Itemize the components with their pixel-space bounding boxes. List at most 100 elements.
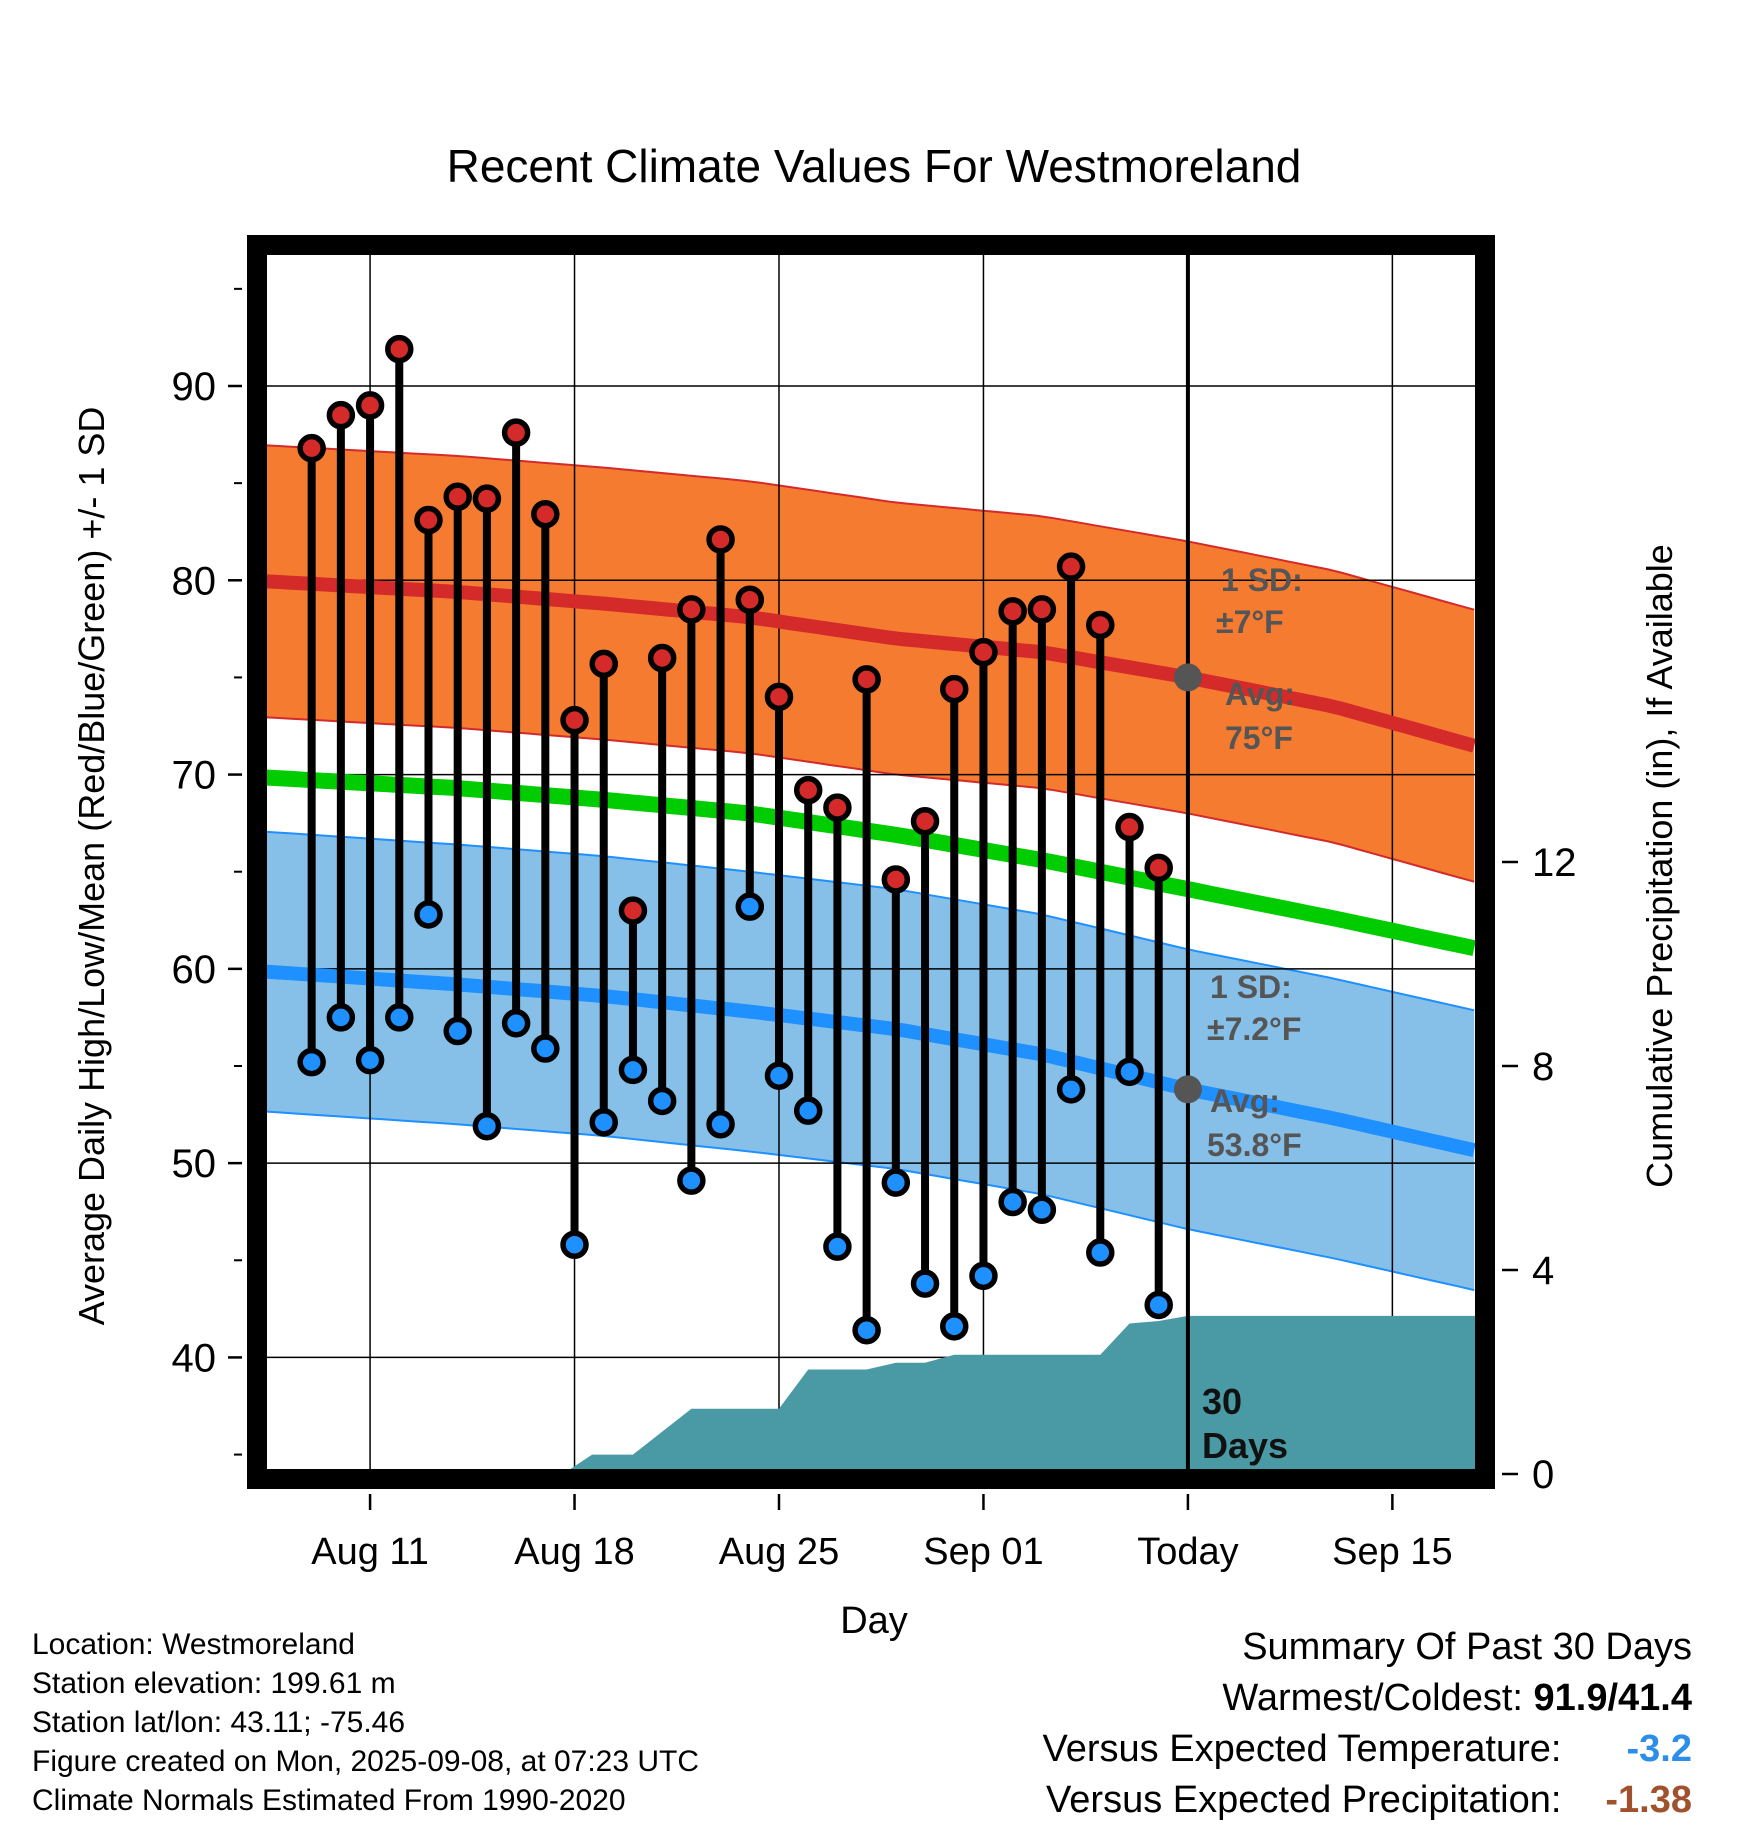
- chart-title: Recent Climate Values For Westmoreland: [447, 140, 1302, 192]
- normals-text: Climate Normals Estimated From 1990-2020: [32, 1784, 626, 1817]
- daily-high-point: [443, 482, 472, 511]
- daily-high-point: [326, 400, 356, 430]
- daily-high-point: [706, 525, 735, 554]
- daily-low-point: [414, 900, 443, 929]
- daily-low-point: [472, 1111, 502, 1141]
- high-band-upper-edge: [261, 444, 1475, 611]
- low-sd-label-line1: 1 SD:: [1210, 969, 1292, 1005]
- daily-low-point: [677, 1166, 706, 1195]
- daily-high-point: [881, 865, 911, 894]
- daily-low-point: [647, 1086, 677, 1116]
- daily-low-point: [852, 1315, 881, 1345]
- daily-low-point: [764, 1061, 794, 1090]
- x-tick-label: Aug 25: [719, 1531, 839, 1573]
- y-right-tick-label: 12: [1532, 841, 1577, 885]
- daily-high-point: [589, 649, 618, 679]
- summary-temp: Versus Expected Temperature: -3.2: [1043, 1724, 1692, 1775]
- temp-label: Versus Expected Temperature:: [1042, 1728, 1562, 1770]
- y-right-tick-label: 8: [1532, 1045, 1554, 1089]
- daily-high-point: [501, 418, 531, 447]
- daily-low-point: [501, 1009, 531, 1038]
- high-sd-label-line1: 1 SD:: [1221, 562, 1303, 598]
- daily-low-point: [881, 1168, 911, 1197]
- low-avg-label-line2: 53.8°F: [1207, 1127, 1302, 1163]
- normal-high-line: [261, 574, 1477, 753]
- daily-high-point: [1144, 853, 1173, 883]
- daily-high-point: [735, 585, 765, 614]
- daily-low-point: [823, 1232, 852, 1261]
- y-axis-label: Average Daily High/Low/Mean (Red/Blue/Gr…: [71, 407, 112, 1326]
- daily-high-point: [764, 682, 794, 712]
- daily-high-point: [1086, 610, 1115, 640]
- daily-low-point: [939, 1312, 969, 1341]
- daily-high-point: [618, 896, 648, 925]
- daily-high-point: [355, 391, 385, 420]
- daily-low-point: [793, 1096, 823, 1125]
- precip-label: Versus Expected Precipitation:: [1046, 1779, 1562, 1821]
- daily-high-point: [647, 643, 677, 673]
- daily-low-point: [531, 1034, 560, 1063]
- daily-high-point: [414, 505, 443, 535]
- daily-high-point: [1027, 595, 1057, 624]
- y-tick-label: 50: [172, 1142, 217, 1186]
- daily-low-point: [706, 1110, 735, 1139]
- y-tick-label: 90: [172, 365, 217, 409]
- daily-low-point: [326, 1003, 356, 1032]
- y-right-tick-label: 4: [1532, 1249, 1554, 1293]
- plot-frame: [247, 235, 1495, 1489]
- x-tick-label: Today: [1137, 1531, 1238, 1573]
- station-info: Location: Westmoreland Station elevation…: [32, 1625, 699, 1820]
- daily-low-point: [998, 1187, 1027, 1217]
- high-sd-label-line2: ±7°F: [1216, 604, 1284, 640]
- daily-high-point: [385, 334, 414, 364]
- y-axis-label-right: Cumulative Precipitation (in), If Availa…: [1639, 544, 1680, 1188]
- daily-low-point: [297, 1047, 326, 1077]
- x-tick-label: Sep 01: [923, 1531, 1043, 1573]
- high-avg-label-line1: Avg:: [1225, 676, 1295, 712]
- x-axis-label: Day: [840, 1600, 908, 1642]
- daily-low-point: [385, 1003, 414, 1032]
- daily-high-point: [910, 806, 940, 836]
- y-tick-label: 40: [172, 1336, 217, 1380]
- today-high-avg-marker: [1173, 663, 1202, 692]
- daily-low-point: [1086, 1238, 1115, 1267]
- daily-low-point: [560, 1230, 589, 1259]
- daily-low-point: [443, 1016, 472, 1046]
- warm-cold-label: Warmest/Coldest:: [1222, 1677, 1523, 1719]
- cumulative-precip-area: [326, 1315, 1480, 1474]
- daily-high-point: [939, 674, 969, 704]
- latlon-text: Station lat/lon: 43.11; -75.46: [32, 1706, 406, 1739]
- daily-low-point: [1056, 1075, 1086, 1104]
- y-tick-label: 70: [172, 754, 217, 798]
- daily-low-point: [618, 1055, 648, 1085]
- daily-high-point: [531, 499, 560, 529]
- daily-high-point: [823, 793, 852, 822]
- y-tick-label: 60: [172, 948, 217, 992]
- daily-high-point: [852, 665, 881, 694]
- daily-high-point: [998, 597, 1027, 626]
- daily-low-point: [1027, 1195, 1057, 1225]
- elevation-text: Station elevation: 199.61 m: [32, 1667, 396, 1700]
- low-avg-label-line1: Avg:: [1210, 1083, 1280, 1119]
- warm-cold-value: 91.9/41.4: [1533, 1677, 1692, 1719]
- y-right-tick-label: 0: [1532, 1453, 1554, 1497]
- precip-value: -1.38: [1605, 1779, 1692, 1821]
- daily-high-point: [969, 637, 998, 667]
- high-sd-band: [262, 445, 1475, 882]
- x-tick-label: Sep 15: [1332, 1531, 1452, 1573]
- thirty-days-label-line2: Days: [1202, 1425, 1288, 1466]
- daily-low-point: [969, 1261, 998, 1291]
- x-tick-label: Aug 18: [514, 1531, 634, 1573]
- y-tick-label: 80: [172, 559, 217, 603]
- daily-low-point: [589, 1108, 618, 1137]
- x-tick-label: Aug 11: [311, 1531, 429, 1573]
- daily-high-point: [1056, 552, 1086, 581]
- temp-value: -3.2: [1626, 1728, 1692, 1770]
- location-text: Location: Westmoreland: [32, 1628, 355, 1661]
- daily-high-point: [793, 775, 823, 805]
- summary-panel: Summary Of Past 30 Days Warmest/Coldest:…: [1043, 1622, 1692, 1826]
- daily-high-point: [297, 433, 326, 463]
- today-low-avg-marker: [1173, 1075, 1202, 1104]
- daily-high-point: [1115, 812, 1144, 842]
- daily-low-point: [1144, 1290, 1173, 1320]
